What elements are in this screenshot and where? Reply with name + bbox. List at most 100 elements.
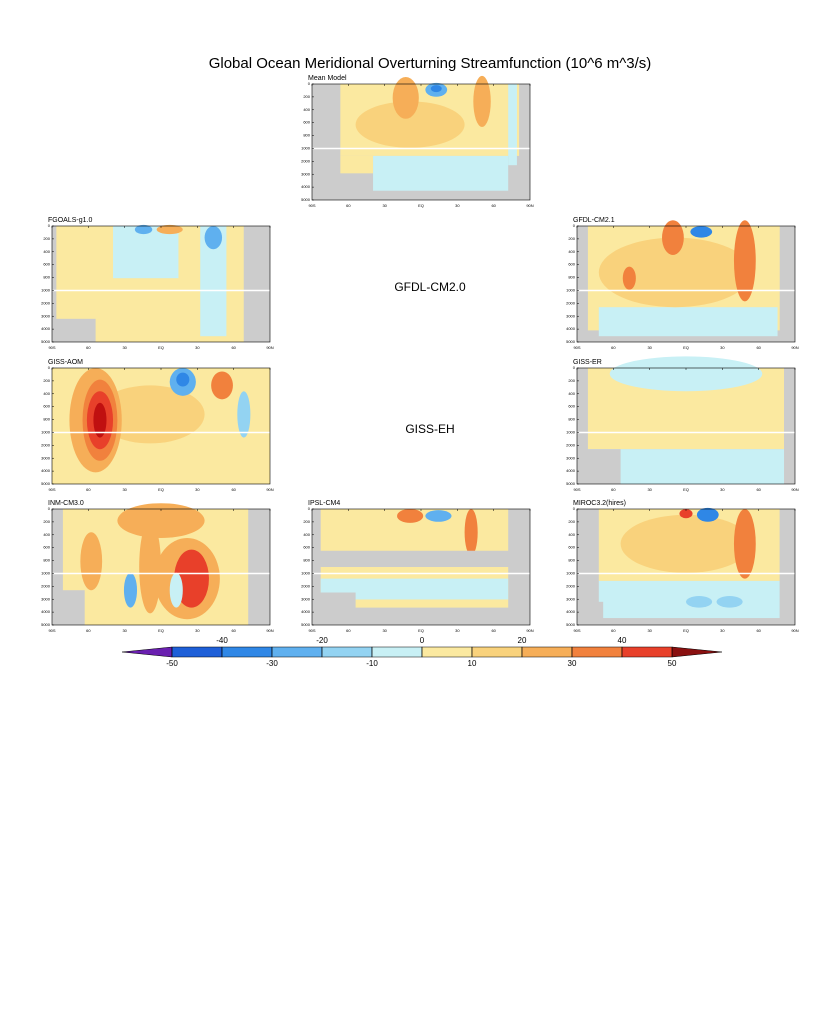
y-tick-label: 3000 (566, 596, 576, 601)
y-tick-label: 4000 (41, 326, 51, 331)
x-tick-label: 90N (266, 628, 273, 633)
y-tick-label: 400 (568, 532, 575, 537)
x-tick-label: 30 (122, 345, 127, 350)
panel-title: GFDL-CM2.1 (573, 217, 615, 224)
y-tick-label: 600 (568, 262, 575, 267)
colorbar-extension (121, 646, 173, 658)
contour-region (686, 596, 713, 608)
x-tick-label: 30 (195, 487, 200, 492)
x-tick-label: EQ (158, 628, 164, 633)
contour-region (204, 226, 223, 250)
x-tick-label: EQ (683, 487, 689, 492)
missing-model-label: GFDL-CM2.0 (394, 280, 466, 294)
colorbar-bin (321, 646, 373, 658)
y-tick-label: 600 (568, 545, 575, 550)
y-tick-label: 4000 (41, 468, 51, 473)
contour-region (679, 509, 693, 519)
contour-region (320, 578, 509, 600)
colorbar-bin (171, 646, 223, 658)
y-tick-label: 600 (568, 404, 575, 409)
colorbar-label: -30 (266, 659, 278, 668)
y-tick-label: 4000 (301, 184, 311, 189)
x-tick-label: 30 (122, 487, 127, 492)
contour-region (176, 372, 190, 387)
y-tick-label: 800 (43, 558, 50, 563)
y-tick-label: 400 (303, 532, 310, 537)
y-tick-label: 4000 (566, 326, 576, 331)
colorbar-bin (221, 646, 273, 658)
contour-region (430, 85, 442, 93)
colorbar-label: 20 (518, 636, 527, 645)
y-tick-label: 0 (308, 506, 311, 511)
x-tick-label: 60 (346, 628, 351, 633)
y-tick-label: 0 (573, 506, 576, 511)
x-tick-label: 30 (382, 628, 387, 633)
y-tick-label: 400 (568, 391, 575, 396)
colorbar-label: 40 (618, 636, 627, 645)
y-tick-label: 1000 (41, 430, 51, 435)
x-tick-label: EQ (158, 345, 164, 350)
contour-region (174, 549, 209, 608)
y-tick-label: 3000 (566, 455, 576, 460)
contour-region (464, 509, 478, 556)
x-tick-label: 90S (308, 203, 315, 208)
colorbar-label: 0 (420, 636, 425, 645)
y-tick-label: 600 (303, 545, 310, 550)
y-tick-label: 800 (43, 417, 50, 422)
y-tick-label: 1000 (566, 288, 576, 293)
contour-region (355, 101, 465, 148)
y-tick-label: 2000 (566, 442, 576, 447)
y-tick-label: 4000 (301, 609, 311, 614)
contour-region (95, 385, 205, 444)
x-tick-label: 30 (647, 487, 652, 492)
y-tick-label: 1000 (41, 571, 51, 576)
contour-region (52, 590, 85, 625)
y-tick-label: 800 (568, 417, 575, 422)
y-tick-label: 200 (303, 519, 310, 524)
x-tick-label: 30 (720, 628, 725, 633)
y-tick-label: 0 (308, 81, 311, 86)
x-tick-label: 60 (231, 345, 236, 350)
contour-region (312, 550, 530, 567)
y-tick-label: 1000 (566, 571, 576, 576)
x-tick-label: 30 (195, 345, 200, 350)
contour-region (392, 77, 419, 119)
x-tick-label: 60 (611, 487, 616, 492)
x-tick-label: 90N (526, 203, 533, 208)
panel-title: IPSL-CM4 (308, 500, 340, 507)
x-tick-label: 60 (231, 487, 236, 492)
y-tick-label: 200 (303, 94, 310, 99)
y-tick-label: 3000 (41, 455, 51, 460)
y-tick-label: 200 (568, 236, 575, 241)
contour-region (169, 572, 183, 608)
y-tick-label: 3000 (301, 171, 311, 176)
colorbar-bin (271, 646, 323, 658)
contour-region (779, 509, 795, 625)
x-tick-label: 60 (86, 345, 91, 350)
y-tick-label: 800 (568, 275, 575, 280)
x-tick-label: 60 (491, 628, 496, 633)
panel-title: MIROC3.2(hires) (573, 500, 626, 507)
y-tick-label: 800 (303, 133, 310, 138)
y-tick-label: 0 (573, 365, 576, 370)
y-tick-label: 800 (568, 558, 575, 563)
y-tick-label: 5000 (566, 339, 576, 344)
y-tick-label: 2000 (566, 300, 576, 305)
x-tick-label: 90N (791, 487, 798, 492)
contour-region (80, 532, 103, 591)
y-tick-label: 5000 (301, 622, 311, 627)
colorbar-extension (671, 646, 723, 658)
contour-region (123, 572, 138, 608)
y-tick-label: 200 (43, 236, 50, 241)
contour-region (425, 510, 452, 522)
panel: INM-CM3.00 200 400 600 800 1000 2000 3000 4000 50… (41, 500, 274, 633)
colorbar-bin (421, 646, 473, 658)
contour-region (508, 84, 517, 166)
colorbar-label: 50 (668, 659, 677, 668)
contour-region (784, 368, 795, 484)
x-tick-label: 30 (647, 628, 652, 633)
contour-region (690, 226, 713, 238)
y-tick-label: 800 (43, 275, 50, 280)
y-tick-label: 3000 (566, 313, 576, 318)
x-tick-label: 30 (455, 203, 460, 208)
